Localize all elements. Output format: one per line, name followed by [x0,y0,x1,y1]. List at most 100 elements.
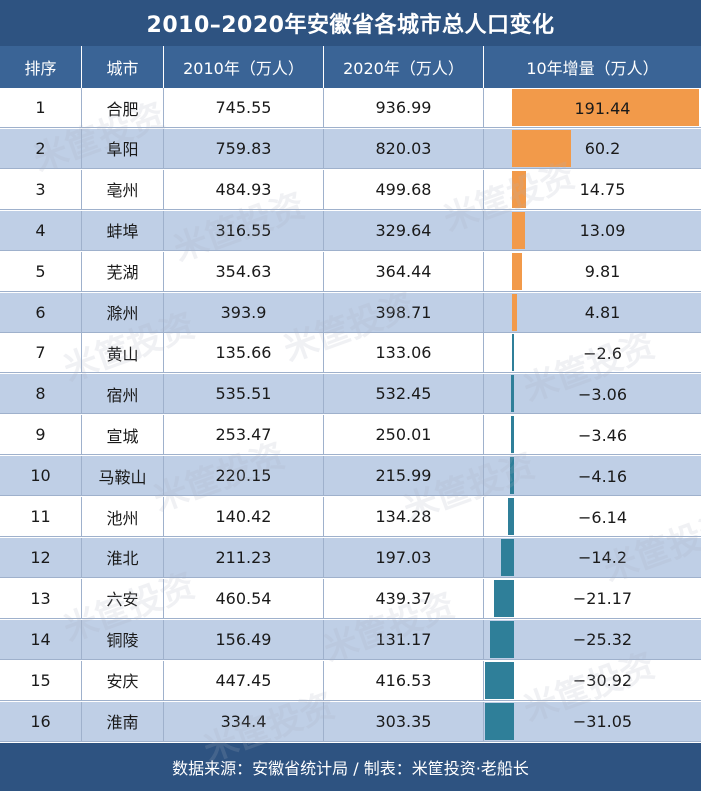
increase-bar [511,334,514,372]
cell-rank: 14 [0,619,82,660]
table-row: 2 阜阳 759.83 820.03 60.2 [0,128,701,169]
header-2020: 2020年（万人） [324,46,484,88]
table-row: 15 安庆 447.45 416.53 −30.92 [0,660,701,701]
increase-value-label: −2.6 [583,343,622,363]
increase-value-label: −3.46 [577,425,628,445]
increase-bar [512,252,522,290]
cell-city: 淮南 [82,701,164,742]
cell-2020: 364.44 [324,251,484,292]
cell-rank: 15 [0,660,82,701]
cell-increase [484,538,701,578]
increase-bar [512,89,699,126]
increase-value-label: −3.06 [577,384,628,404]
cell-2020: 936.99 [324,88,484,128]
increase-value-label: −6.14 [577,507,628,527]
increase-bar [500,538,514,576]
increase-bar [511,375,514,413]
table-row: 7 黄山 135.66 133.06 −2.6 [0,333,701,374]
cell-2020: 197.03 [324,537,484,578]
cell-2010: 393.9 [164,292,324,333]
table-row: 10 马鞍山 220.15 215.99 −4.16 [0,456,701,497]
cell-2010: 211.23 [164,537,324,578]
cell-2020: 416.53 [324,660,484,701]
cell-rank: 9 [0,415,82,456]
cell-city: 淮北 [82,537,164,578]
cell-increase [484,129,701,169]
increase-value-label: 191.44 [574,98,631,118]
cell-2020: 398.71 [324,292,484,333]
cell-2010: 447.45 [164,660,324,701]
cell-increase [484,497,701,537]
cell-increase [484,333,701,374]
cell-city: 滁州 [82,292,164,333]
cell-2010: 354.63 [164,251,324,292]
increase-bar [484,702,514,740]
cell-rank: 13 [0,578,82,619]
increase-value-label: −25.32 [572,630,633,650]
header-increase: 10年增量（万人） [526,59,659,78]
cell-city: 池州 [82,497,164,537]
cell-rank: 5 [0,251,82,292]
cell-city: 六安 [82,578,164,619]
cell-2010: 316.55 [164,210,324,251]
cell-increase [484,702,701,742]
cell-city: 合肥 [82,88,164,128]
table-row: 16 淮南 334.4 303.35 −31.05 [0,701,701,742]
table-row: 9 宣城 253.47 250.01 −3.46 [0,415,701,456]
increase-bar [512,293,517,331]
increase-value-label: 13.09 [579,221,626,241]
increase-bar [493,579,514,617]
cell-2020: 303.35 [324,701,484,742]
cell-2010: 220.15 [164,456,324,497]
increase-bar [508,498,514,535]
cell-rank: 7 [0,333,82,374]
cell-rank: 12 [0,537,82,578]
cell-2010: 334.4 [164,701,324,742]
footer-source: 数据来源：安徽省统计局 / 制表：米筐投资·老船长 [0,743,701,791]
cell-increase [484,661,701,701]
cell-2010: 253.47 [164,415,324,456]
cell-increase [484,252,701,292]
cell-2020: 499.68 [324,169,484,210]
cell-rank: 16 [0,701,82,742]
increase-value-label: −21.17 [572,589,633,609]
cell-city: 马鞍山 [82,456,164,497]
cell-2010: 745.55 [164,88,324,128]
cell-city: 阜阳 [82,128,164,169]
cell-increase [484,456,701,497]
table-row: 11 池州 140.42 134.28 −6.14 [0,497,701,537]
increase-bar [484,661,514,699]
increase-value-label: 14.75 [579,180,626,200]
table-row: 4 蚌埠 316.55 329.64 13.09 [0,210,701,251]
cell-rank: 10 [0,456,82,497]
table-row: 13 六安 460.54 439.37 −21.17 [0,578,701,619]
table-row: 8 宿州 535.51 532.45 −3.06 [0,374,701,415]
chart-title: 2010–2020年安徽省各城市总人口变化 [0,0,701,46]
header-2010: 2010年（万人） [164,46,324,88]
increase-value-label: 60.2 [584,139,621,159]
table-row: 6 滁州 393.9 398.71 4.81 [0,292,701,333]
table-row: 5 芜湖 354.63 364.44 9.81 [0,251,701,292]
cell-city: 宿州 [82,374,164,415]
cell-2010: 759.83 [164,128,324,169]
increase-value-label: −31.05 [572,712,633,731]
header-city: 城市 [82,46,164,88]
header-rank: 排序 [0,46,82,88]
table-row: 3 亳州 484.93 499.68 14.75 [0,169,701,210]
cell-rank: 1 [0,88,82,128]
cell-city: 安庆 [82,660,164,701]
cell-increase [484,88,701,128]
cell-rank: 8 [0,374,82,415]
cell-2020: 134.28 [324,497,484,537]
cell-2010: 156.49 [164,619,324,660]
cell-2020: 439.37 [324,578,484,619]
cell-increase [484,620,701,660]
table-row: 1 合肥 745.55 936.99 191.44 [0,88,701,128]
cell-rank: 3 [0,169,82,210]
increase-value-label: −4.16 [577,466,628,486]
cell-2010: 140.42 [164,497,324,537]
increase-value-label: 9.81 [584,262,621,282]
cell-2020: 133.06 [324,333,484,374]
cell-increase [484,374,701,415]
cell-2020: 215.99 [324,456,484,497]
